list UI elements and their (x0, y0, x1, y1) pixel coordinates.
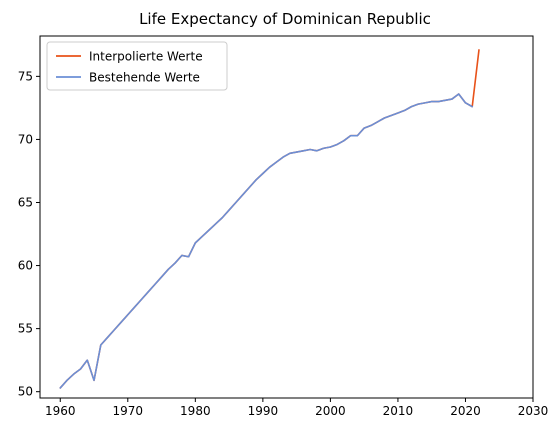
axes-frame (39, 35, 534, 399)
y-tick-label: 70 (18, 132, 33, 146)
x-tick-label: 1990 (248, 404, 279, 418)
x-tick-label: 2020 (450, 404, 481, 418)
y-tick-label: 50 (18, 385, 33, 399)
legend-box (46, 41, 228, 91)
y-tick-label: 65 (18, 195, 33, 209)
x-tick-label: 2030 (518, 404, 549, 418)
y-tick-label: 60 (18, 259, 33, 273)
y-tick-label: 55 (18, 322, 33, 336)
series-line-1 (59, 49, 480, 389)
axes: 1960 1970 1980 1990 2000 2010 2020 2030 50 55 60 65… (18, 35, 549, 418)
y-tick-label: 75 (18, 69, 33, 83)
x-tick-label: 1970 (113, 404, 144, 418)
x-tick-label: 2010 (383, 404, 414, 418)
plot-area (59, 49, 480, 389)
x-tick-label: 1980 (180, 404, 211, 418)
legend: Interpolierte Werte Bestehende Werte (46, 41, 228, 91)
legend-label: Interpolierte Werte (89, 50, 203, 64)
x-tick-label: 2000 (315, 404, 346, 418)
series-line-2 (59, 93, 474, 389)
chart-title: Life Expectancy of Dominican Republic (139, 10, 431, 28)
legend-label: Bestehende Werte (89, 71, 200, 85)
x-tick-label: 1960 (45, 404, 76, 418)
